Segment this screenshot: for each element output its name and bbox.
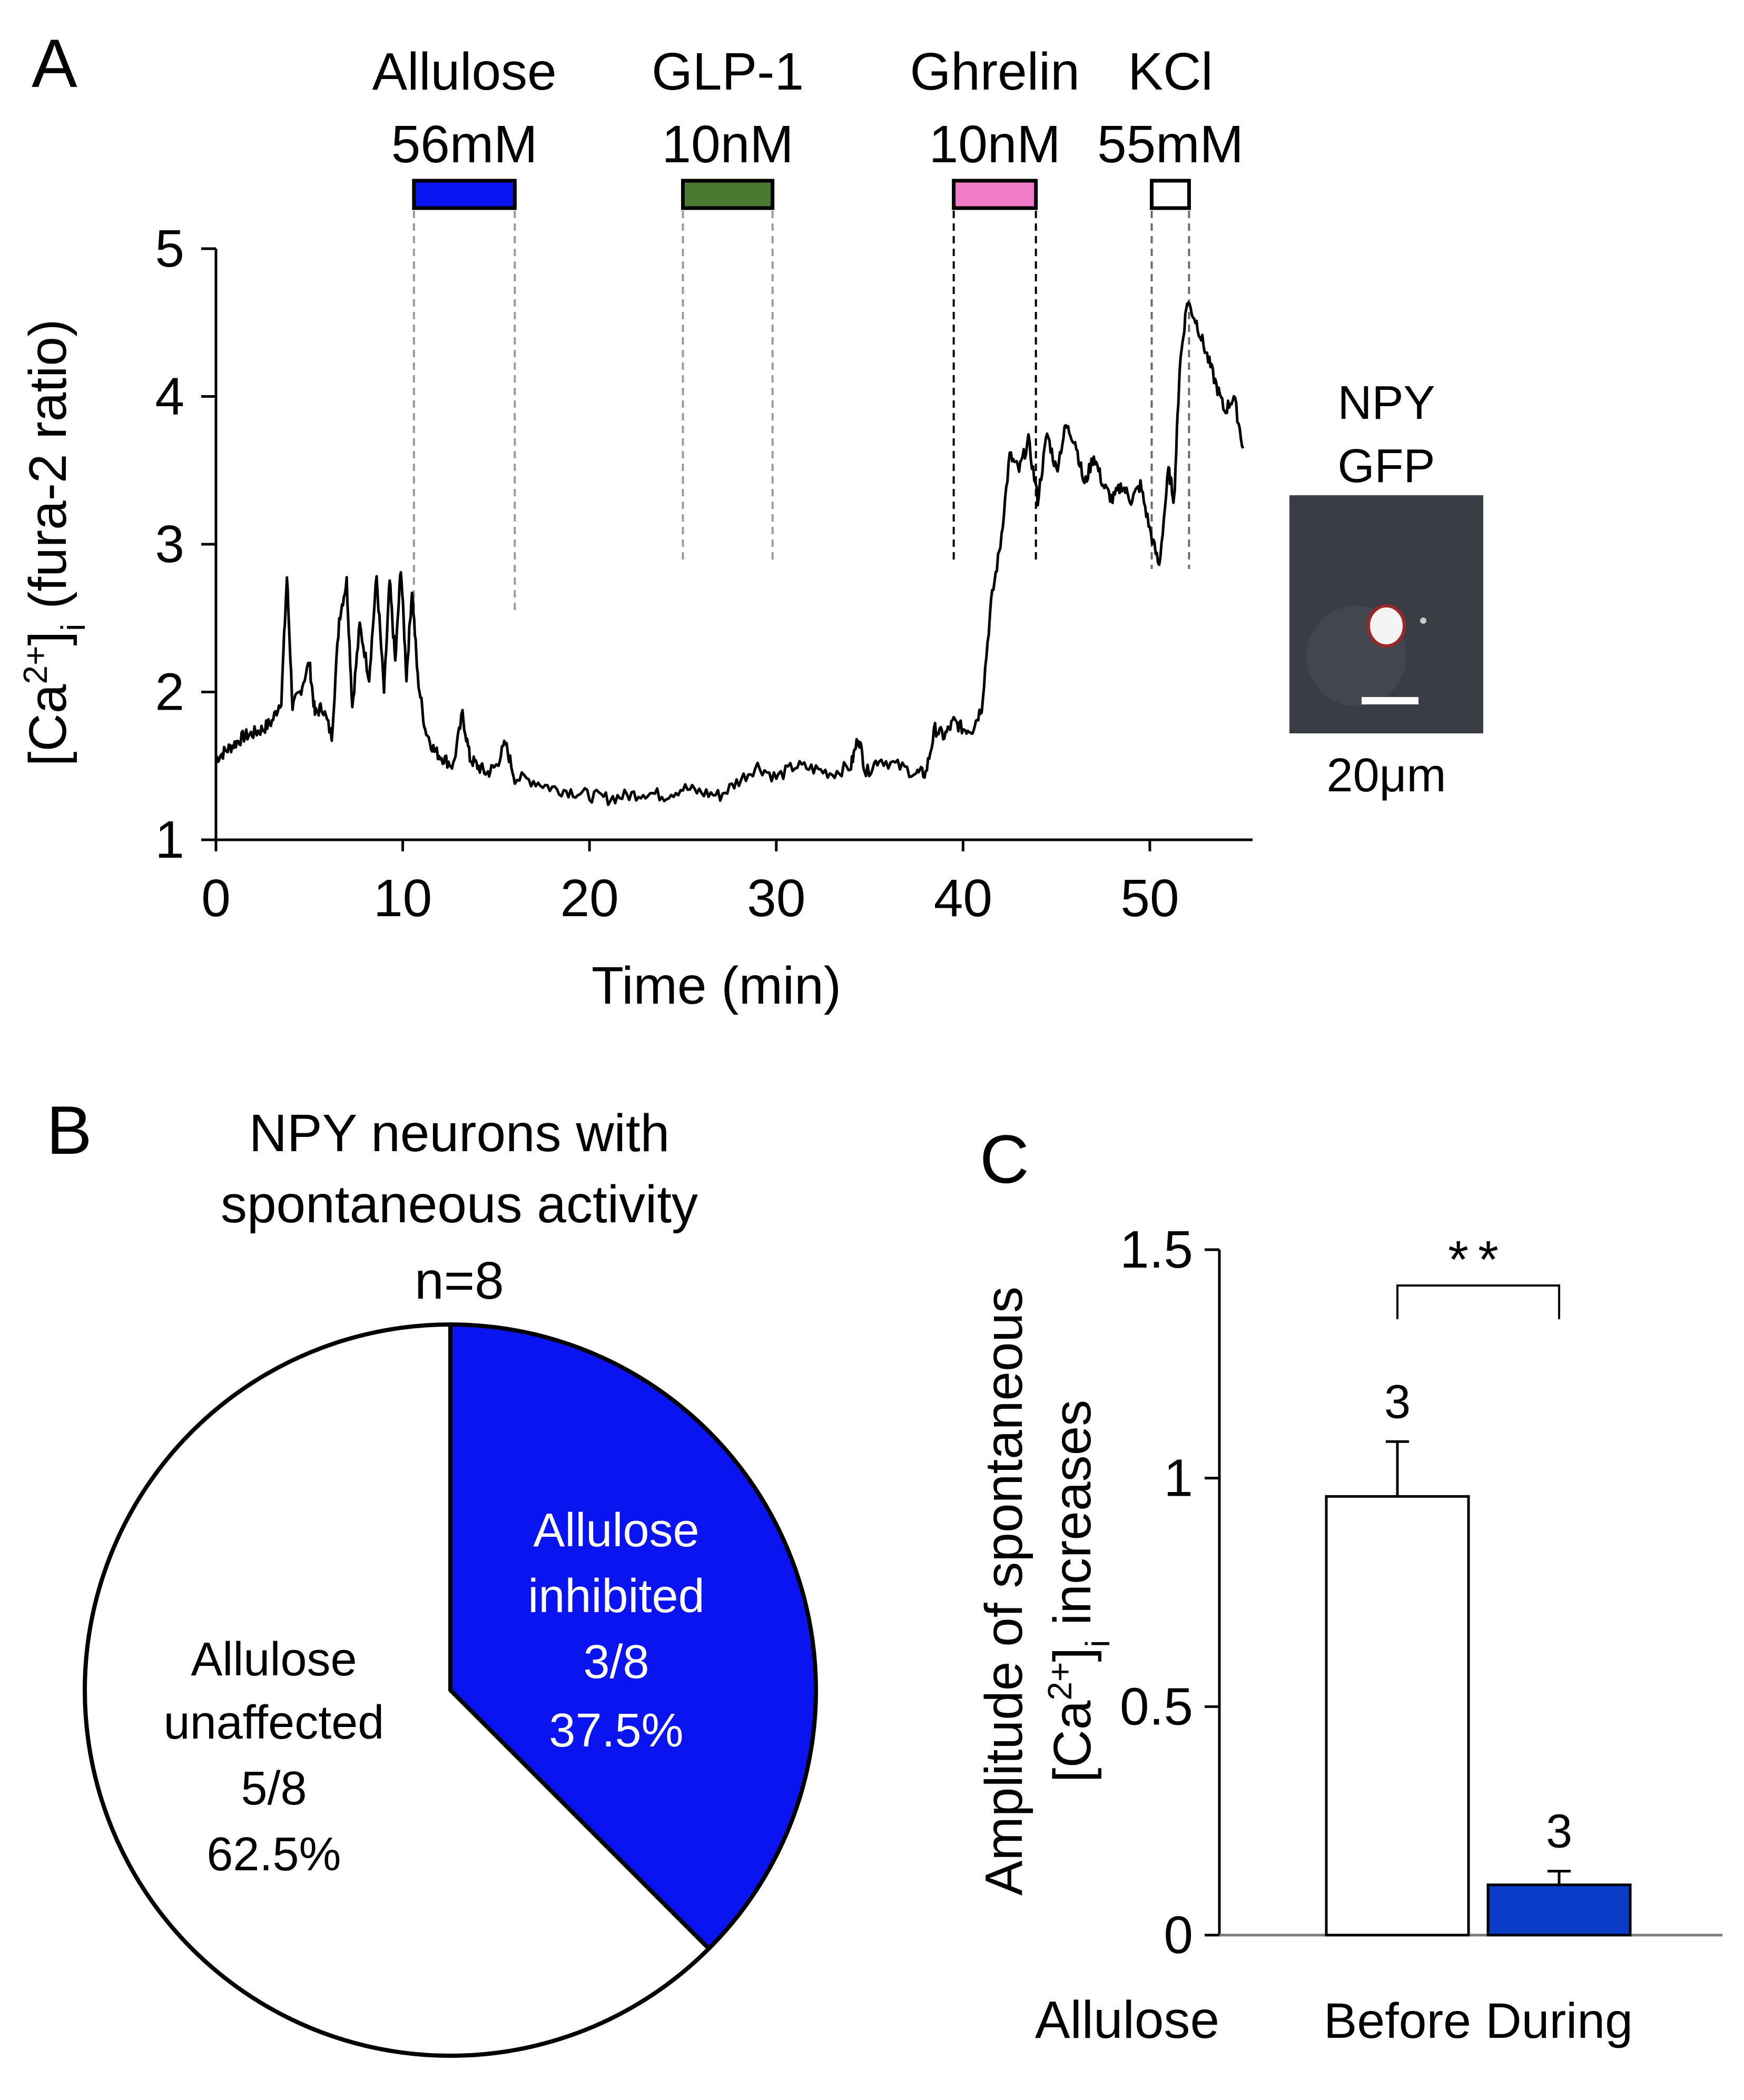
app-conc-3: 55mM xyxy=(1097,115,1244,174)
y-tick-label-c: 0.5 xyxy=(1120,1677,1193,1736)
y-tick-label-a: 4 xyxy=(155,367,184,426)
panel-c: C Amplitude of spontaneous [Ca2+]i incre… xyxy=(974,1121,1722,2049)
y-tick-label-a: 2 xyxy=(155,663,184,722)
unaffected-label-line1: Allulose xyxy=(191,1633,357,1686)
pie-label-unaffected: Allulose unaffected 5/8 62.5% xyxy=(164,1633,385,1881)
significance-bracket xyxy=(1396,1284,1560,1319)
app-name-0: Allulose xyxy=(372,42,557,101)
panel-a: A Allulose 56mM GLP-1 10nM Ghrelin 10nM KCl 55m… xyxy=(16,25,1483,1015)
gfp-neuron xyxy=(1367,604,1406,647)
unaffected-label-line2: unaffected xyxy=(164,1696,385,1749)
app-name-2: Ghrelin xyxy=(910,42,1079,101)
app-bar-1 xyxy=(681,179,775,210)
pie-slice-inhibited xyxy=(448,1322,818,1951)
x-axis-label-c: Allulose xyxy=(1035,1990,1219,2049)
x-tick-label-a: 30 xyxy=(747,869,805,928)
y-axis-label-c-line1: Amplitude of spontaneous xyxy=(974,1287,1033,1896)
panel-b: B NPY neurons with spontaneous activity … xyxy=(46,1092,818,2058)
y-tick-label-a: 1 xyxy=(155,810,184,869)
axes-a xyxy=(214,249,1253,841)
bars-c: 3 Before 3 During xyxy=(1324,1376,1633,2049)
significance-label: ** xyxy=(1448,1230,1508,1289)
ticks-c: 0 0.5 1 1.5 xyxy=(1120,1220,1219,1965)
y-tick-label-c: 0 xyxy=(1164,1906,1193,1965)
pie-title-line2: spontaneous activity xyxy=(221,1175,698,1234)
n-label-before: 3 xyxy=(1384,1376,1411,1428)
x-tick-label-a: 40 xyxy=(934,869,992,928)
y-tick-label-c: 1 xyxy=(1164,1449,1193,1508)
unaffected-fraction: 5/8 xyxy=(241,1762,307,1815)
app-conc-2: 10nM xyxy=(929,115,1061,174)
unaffected-percent: 62.5% xyxy=(206,1828,341,1881)
category-label-during: During xyxy=(1485,1993,1633,2049)
inhibited-fraction: 3/8 xyxy=(583,1636,649,1689)
pie-slice-unaffected xyxy=(82,1322,711,2058)
n-label-during: 3 xyxy=(1546,1805,1572,1858)
y-tick-label-c: 1.5 xyxy=(1120,1220,1193,1279)
inset-label-npy: NPY xyxy=(1337,377,1435,429)
y-axis-label-a: [Ca2+]i (fura-2 ratio) xyxy=(16,319,92,767)
inset-label-gfp: GFP xyxy=(1337,440,1435,493)
app-name-3: KCl xyxy=(1128,42,1213,101)
panel-label-a: A xyxy=(32,25,77,102)
inhibited-percent: 37.5% xyxy=(549,1704,683,1757)
x-tick-label-a: 50 xyxy=(1120,869,1179,928)
pie-title-line1: NPY neurons with xyxy=(249,1104,670,1163)
bar-during xyxy=(1486,1883,1632,1937)
pie-label-inhibited: Allulose inhibited 3/8 37.5% xyxy=(528,1504,704,1757)
app-name-1: GLP-1 xyxy=(652,42,804,101)
calcium-trace xyxy=(214,301,1245,807)
panel-label-c: C xyxy=(980,1121,1029,1198)
y-tick-label-a: 3 xyxy=(155,515,184,574)
category-label-before: Before xyxy=(1324,1993,1471,2049)
app-conc-0: 56mM xyxy=(391,115,538,174)
app-conc-1: 10nM xyxy=(662,115,794,174)
y-tick-label-a: 5 xyxy=(155,219,184,278)
pie-n-label: n=8 xyxy=(415,1251,504,1310)
app-bar-0 xyxy=(412,179,517,210)
app-bar-3 xyxy=(1150,179,1191,210)
inhibited-label-line1: Allulose xyxy=(533,1504,699,1557)
ticks-a: 0 10 20 30 40 50 1 2 3 4 5 xyxy=(155,219,1179,928)
scale-bar-label: 20μm xyxy=(1327,749,1446,802)
drug-application-bars: Allulose 56mM GLP-1 10nM Ghrelin 10nM KCl 55mM xyxy=(372,42,1244,210)
inhibited-label-line2: inhibited xyxy=(528,1570,704,1623)
panel-label-b: B xyxy=(46,1092,92,1169)
app-bar-2 xyxy=(952,179,1038,210)
x-tick-label-a: 20 xyxy=(560,869,619,928)
x-axis-label-a: Time (min) xyxy=(592,956,841,1015)
x-tick-label-a: 0 xyxy=(201,869,231,928)
x-tick-label-a: 10 xyxy=(373,869,432,928)
image-speck xyxy=(1420,617,1426,624)
y-axis-label-c-line2: [Ca2+]i increases xyxy=(1041,1400,1117,1782)
application-guide-lines xyxy=(412,211,1190,611)
npy-gfp-inset: NPY GFP 20μm xyxy=(1289,377,1483,802)
bar-before xyxy=(1325,1495,1470,1937)
